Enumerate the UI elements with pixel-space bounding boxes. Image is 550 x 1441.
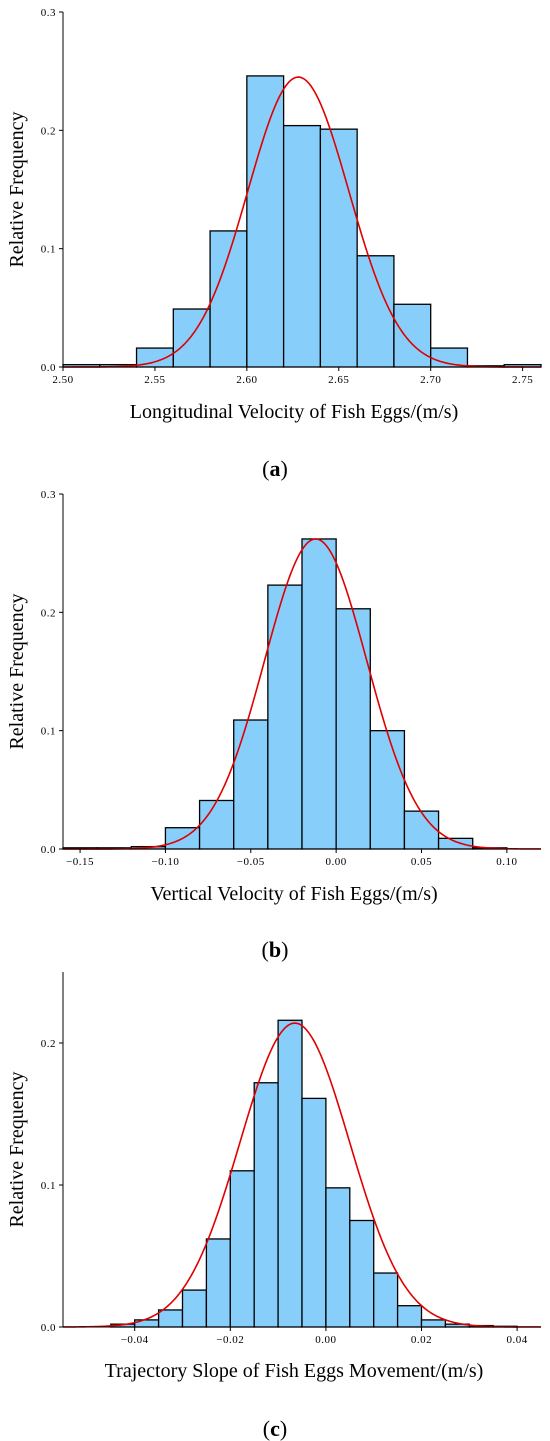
y-tick-label: 0.0 — [41, 1322, 56, 1334]
histogram-bar — [282, 124, 322, 368]
y-axis-label: Relative Frequency — [6, 1071, 28, 1227]
y-tick-label: 0.2 — [41, 607, 56, 619]
chart-panel-a: 0.0 0.1 0.2 0.3 2.50 2.55 2.60 2.65 2.70 2.75 Long… — [6, 7, 542, 481]
x-axis-label: Longitudinal Velocity of Fish Eggs/(m/s) — [130, 401, 459, 423]
histogram-bar — [356, 255, 395, 368]
panel-label-letter: c — [270, 1416, 280, 1441]
histogram-bar — [437, 837, 474, 850]
normal-fit-curve — [63, 538, 541, 850]
y-tick-label: 0.1 — [41, 726, 56, 738]
histogram-bar — [325, 1187, 351, 1328]
x-tick-label: 2.55 — [144, 374, 165, 386]
histogram-bar — [369, 730, 406, 850]
y-tick-label: 0.3 — [41, 7, 56, 19]
histogram-bar — [319, 128, 358, 368]
histogram-bar — [373, 1272, 399, 1328]
histogram-bar — [209, 230, 248, 368]
x-tick-label: 2.50 — [52, 374, 73, 386]
y-tick-label: 0.2 — [41, 125, 56, 137]
histogram-bar — [181, 1289, 208, 1328]
normal-fit-curve — [62, 1022, 542, 1328]
panel-label: (c) — [263, 1416, 287, 1441]
x-tick-label: 0.05 — [411, 856, 432, 868]
histogram-bar — [157, 1309, 184, 1328]
x-tick-label: 2.75 — [512, 374, 533, 386]
histogram-bar — [420, 1319, 447, 1328]
x-tick-label: 0.02 — [411, 1334, 432, 1346]
x-tick-label: 0.00 — [315, 1334, 336, 1346]
y-tick-label: 0.3 — [41, 489, 56, 501]
histogram-bar — [335, 608, 371, 850]
x-tick-label: −0.04 — [121, 1334, 149, 1346]
panel-label-letter: b — [269, 937, 281, 962]
y-tick-label: 0.1 — [41, 1180, 56, 1192]
histogram-bar — [396, 1305, 423, 1328]
y-tick-label: 0.2 — [41, 1038, 56, 1050]
histogram-bar — [393, 303, 432, 368]
x-tick-label: 2.70 — [420, 374, 441, 386]
histogram-bar — [253, 1082, 279, 1328]
y-tick-label: 0.1 — [41, 244, 56, 256]
histogram-bar — [349, 1219, 375, 1328]
x-tick-label: −0.02 — [216, 1334, 244, 1346]
panel-label: (a) — [262, 456, 288, 481]
histogram-bar — [246, 75, 285, 368]
x-tick-label: 2.60 — [236, 374, 257, 386]
panel-label-letter: a — [270, 456, 281, 481]
x-tick-label: 0.10 — [496, 856, 517, 868]
x-axis-label: Vertical Velocity of Fish Eggs/(m/s) — [150, 883, 437, 905]
histogram-bar — [172, 308, 211, 368]
y-axis-label: Relative Frequency — [6, 111, 28, 267]
x-tick-label: 0.04 — [506, 1334, 527, 1346]
histogram-bar — [205, 1238, 231, 1328]
chart-panel-c: 0.0 0.1 0.2 −0.04 −0.02 0.00 0.02 0.04 Trajector… — [6, 972, 542, 1441]
panel-label: (b) — [262, 937, 289, 962]
histogram-bar — [233, 719, 269, 850]
y-tick-label: 0.0 — [41, 844, 56, 856]
x-tick-label: −0.05 — [237, 856, 265, 868]
y-tick-label: 0.0 — [41, 362, 56, 374]
histogram-bar — [267, 584, 303, 850]
chart-panel-b: 0.0 0.1 0.2 0.3 −0.15 −0.10 −0.05 0.00 0.05 0.10 V… — [6, 489, 541, 962]
histogram-bar — [277, 1019, 303, 1328]
x-tick-label: 2.65 — [328, 374, 349, 386]
histogram-bar — [229, 1170, 255, 1328]
x-axis-label: Trajectory Slope of Fish Eggs Movement/(… — [105, 1360, 484, 1382]
histogram-bar — [403, 810, 440, 850]
y-axis-label: Relative Frequency — [6, 593, 28, 749]
x-tick-label: −0.15 — [66, 856, 94, 868]
x-tick-label: 0.00 — [326, 856, 347, 868]
normal-fit-curve — [63, 76, 541, 368]
histogram-bar — [301, 1097, 327, 1328]
x-tick-label: −0.10 — [151, 856, 179, 868]
histogram-bar — [198, 799, 235, 850]
histogram-bar — [301, 538, 337, 850]
